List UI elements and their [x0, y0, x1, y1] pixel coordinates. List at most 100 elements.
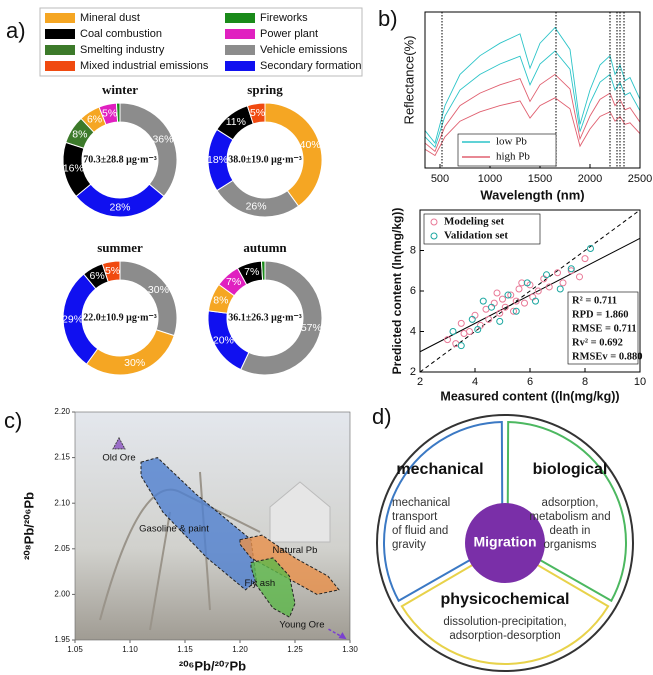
- point-label: Old Ore: [102, 452, 135, 463]
- point: [576, 273, 583, 281]
- point: [496, 317, 504, 325]
- donut-segment: [260, 260, 266, 281]
- region-label: Natural Pb: [273, 545, 318, 556]
- point: [532, 297, 539, 305]
- panel-label: d): [372, 404, 392, 429]
- x-tick-label: 500: [431, 173, 449, 185]
- data-label: 8%: [72, 128, 87, 140]
- legend-box: [457, 133, 557, 167]
- spectrum-line: [424, 73, 641, 153]
- point: [507, 291, 515, 299]
- data-label: 57%: [301, 322, 322, 334]
- data-label: 6%: [87, 114, 102, 126]
- y-axis-label: Predicted content (ln(mg/kg)): [390, 208, 404, 375]
- sector-text: dissolution-precipitation,: [443, 616, 566, 628]
- point: [112, 436, 126, 450]
- data-label: 18%: [207, 154, 228, 166]
- point: [457, 319, 465, 327]
- point: [515, 285, 523, 293]
- point: [567, 265, 575, 273]
- identity-line: [420, 210, 640, 372]
- legend-label: Validation set: [444, 230, 508, 242]
- point: [504, 291, 512, 299]
- point: [512, 307, 520, 315]
- legend-swatch: [225, 61, 255, 71]
- legend-box: [423, 213, 541, 245]
- point: [488, 303, 495, 311]
- y-tick-label: 2: [410, 366, 416, 378]
- legend-box: [39, 7, 363, 77]
- legend-label: Smelting industry: [80, 44, 165, 56]
- point: [581, 255, 589, 263]
- data-label: 5%: [250, 107, 265, 119]
- stats-label: RPD = 1.860: [572, 309, 628, 320]
- point: [567, 267, 575, 275]
- point: [554, 269, 561, 277]
- sector-heading: mechanical: [396, 461, 483, 478]
- panel-label: c): [4, 408, 22, 433]
- sector-text: adsorption,: [542, 497, 599, 509]
- y-tick-label: 6: [410, 285, 416, 297]
- sector-text: metabolism and: [529, 511, 610, 523]
- legend-label: Coal combustion: [80, 28, 162, 40]
- sector-heading: physicochemical: [441, 591, 570, 608]
- data-label: 30%: [124, 357, 145, 369]
- data-label: 28%: [109, 201, 130, 213]
- y-axis-label: ²⁰⁸Pb/²⁰⁶Pb: [21, 492, 36, 560]
- x-tick-label: 1500: [528, 173, 552, 185]
- legend-swatch: [430, 232, 438, 240]
- point: [485, 315, 493, 323]
- data-label: 5%: [102, 107, 117, 119]
- donut-center-label: 70.3±28.8 μg·m⁻³: [83, 154, 157, 165]
- x-tick-label: 10: [634, 376, 646, 388]
- data-label: 5%: [105, 265, 120, 277]
- point: [457, 342, 465, 350]
- legend-label: Power plant: [260, 28, 318, 40]
- x-tick-label: 8: [582, 376, 588, 388]
- stats-label: R² = 0.711: [572, 295, 617, 306]
- sector-text: transport: [392, 511, 438, 523]
- y-tick-label: 1.95: [54, 635, 70, 644]
- data-label: 11%: [226, 116, 246, 128]
- donut-center-label: 22.0±10.9 μg·m⁻³: [83, 312, 157, 323]
- point: [510, 307, 517, 315]
- diagram-center: [465, 503, 545, 583]
- point: [449, 328, 457, 335]
- data-label: 26%: [246, 200, 267, 212]
- legend-swatch: [45, 29, 75, 39]
- spectrum-line: [424, 26, 641, 145]
- spectrum-line: [424, 97, 641, 157]
- x-tick-label: 1.20: [232, 645, 248, 654]
- x-tick-label: 1000: [478, 173, 502, 185]
- sector-text: death in: [550, 525, 591, 537]
- legend-swatch: [45, 13, 75, 23]
- data-label: 8%: [213, 294, 228, 306]
- sector-text: mechanical: [392, 497, 450, 509]
- panel-label: a): [6, 18, 26, 43]
- point: [559, 279, 567, 287]
- x-tick-label: 1.30: [342, 645, 358, 654]
- point: [460, 330, 468, 338]
- stats-box: [567, 291, 639, 365]
- point: [534, 287, 542, 295]
- point: [496, 309, 504, 317]
- donut-segment: [119, 260, 178, 337]
- y-tick-label: 8: [410, 244, 416, 256]
- donut-center-label: 36.1±26.3 μg·m⁻³: [228, 312, 302, 323]
- data-label: 7%: [244, 266, 259, 278]
- stats-label: RMSE = 0.711: [572, 323, 637, 334]
- x-tick-label: 2000: [578, 173, 602, 185]
- legend-swatch: [225, 45, 255, 55]
- sector-heading: biological: [533, 461, 608, 478]
- legend-label: Secondary formation: [260, 60, 362, 72]
- y-tick-label: 2.15: [54, 453, 70, 462]
- data-label: 36%: [152, 134, 173, 146]
- legend-swatch: [225, 29, 255, 39]
- point: [474, 325, 482, 333]
- x-tick-label: 1.10: [122, 645, 138, 654]
- donut-segment: [119, 102, 178, 198]
- point-label: Young Ore: [279, 620, 324, 631]
- x-tick-label: 2500: [628, 173, 652, 185]
- donut-segment: [101, 260, 121, 283]
